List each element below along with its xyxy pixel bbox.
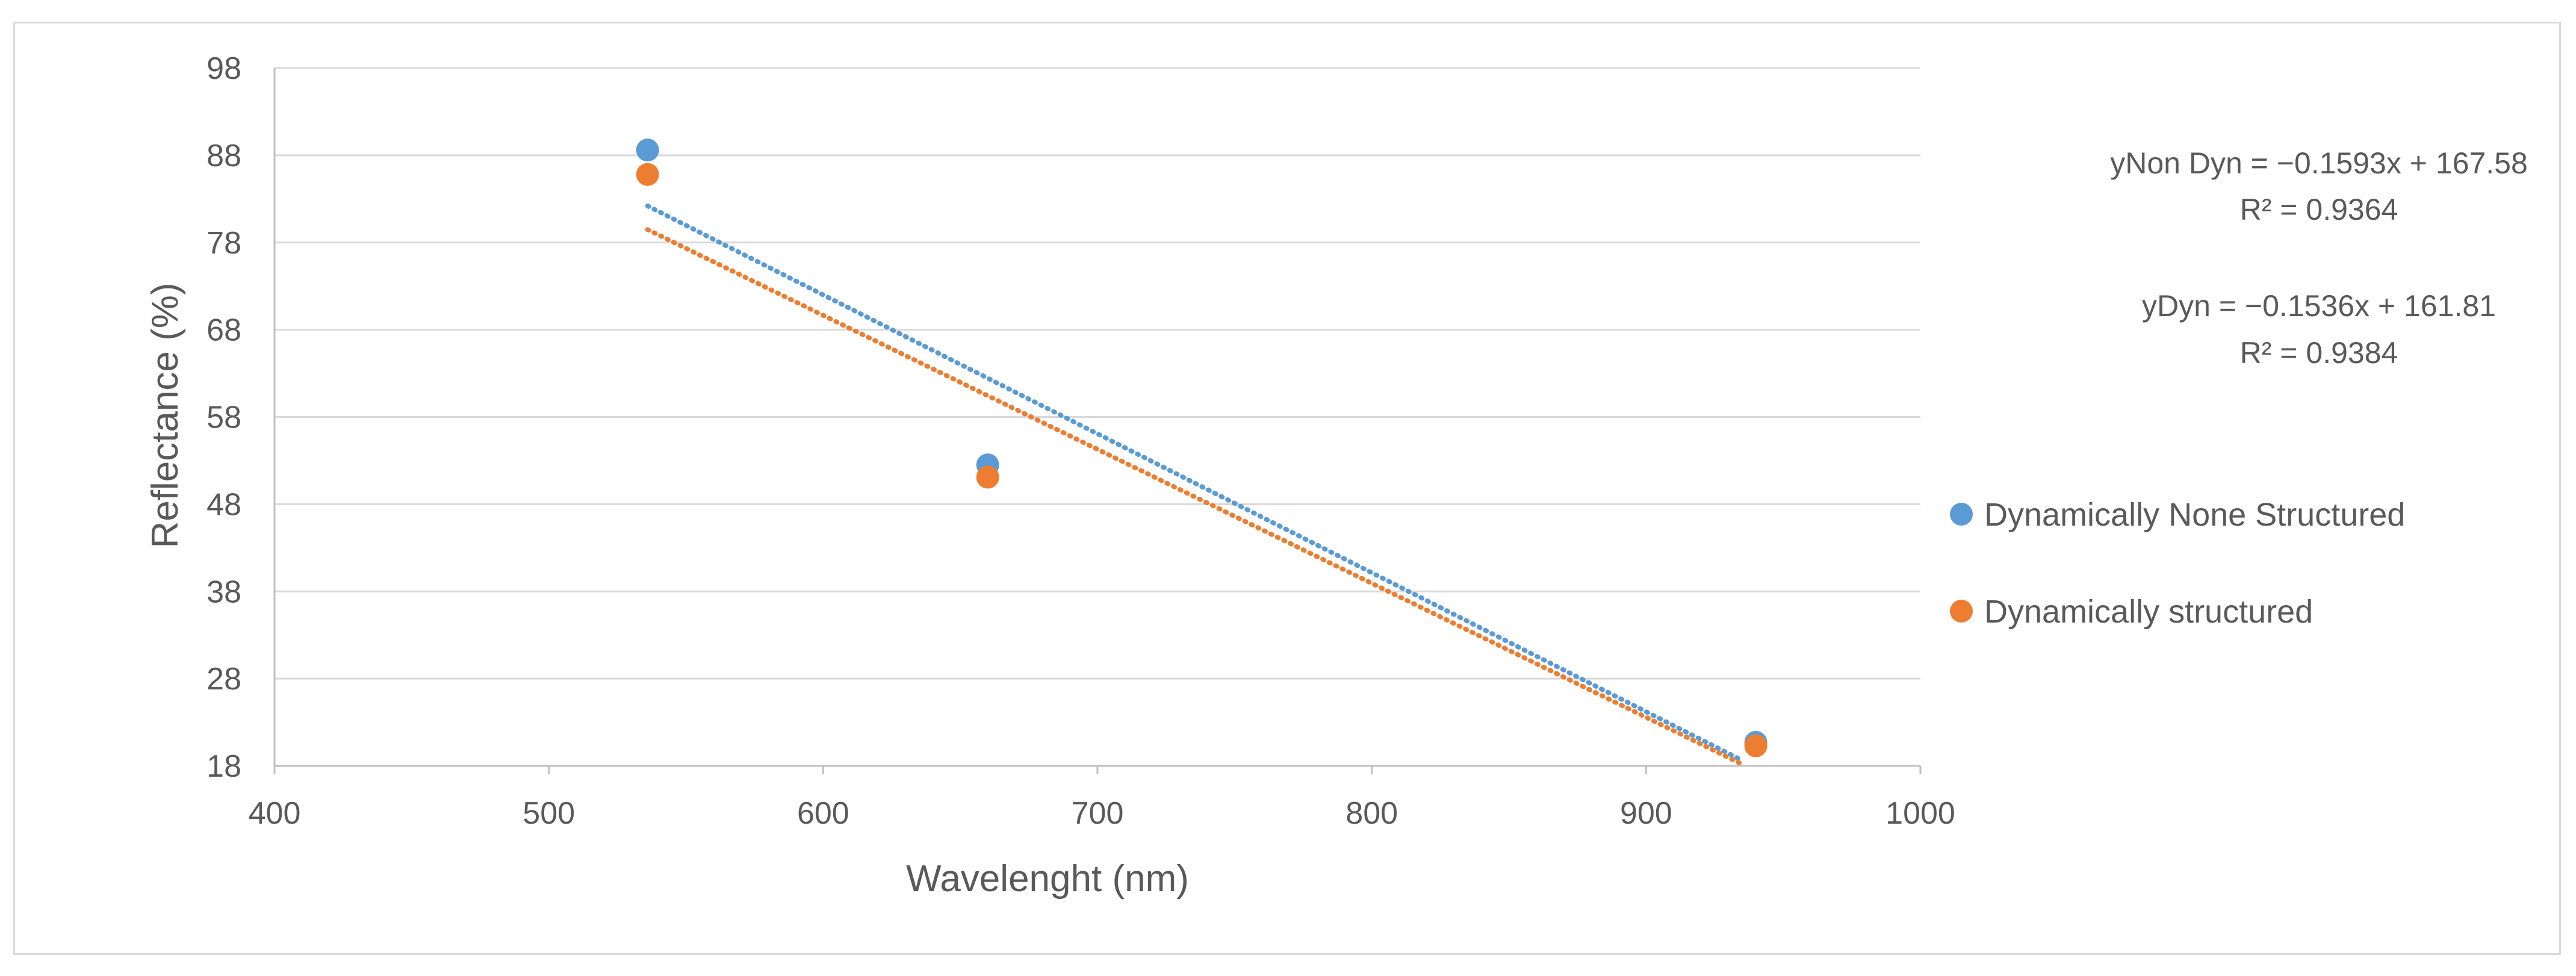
gridlines [275,67,1920,680]
r-squared-structured: R² = 0.9384 [2240,336,2398,370]
x-tick-label: 800 [1345,796,1398,831]
trendline-series-0 [645,203,1745,763]
legend-item-structured: Dynamically structured [1950,594,2313,630]
legend: Dynamically None Structured Dynamically … [1950,497,2405,630]
equation-none-structured: yNon Dyn = −0.1593x + 167.58 [2110,146,2528,180]
data-points [636,138,1768,757]
trendlines [645,203,1745,767]
y-tick-label: 68 [206,313,241,348]
legend-marker-none-structured [1950,503,1973,526]
axes [273,68,1922,774]
x-axis-title: Wavelenght (nm) [906,858,1189,900]
y-tick-label: 38 [206,574,241,609]
x-tick-label: 400 [249,796,301,831]
data-point-series-1 [1744,734,1768,757]
legend-marker-structured [1950,600,1973,623]
x-tick-label: 1000 [1885,796,1955,831]
chart-frame [13,22,2561,955]
legend-item-none-structured: Dynamically None Structured [1950,497,2405,533]
y-tick-label: 88 [206,138,241,173]
data-point-series-0 [636,138,659,162]
legend-label-structured: Dynamically structured [1984,594,2313,630]
trendline-equations: yNon Dyn = −0.1593x + 167.58 R² = 0.9364… [2110,146,2528,370]
equation-structured: yDyn = −0.1536x + 161.81 [2142,289,2496,323]
legend-label-none-structured: Dynamically None Structured [1984,497,2405,533]
r-squared-none-structured: R² = 0.9364 [2240,193,2398,226]
data-point-series-1 [636,163,659,186]
x-tick-label: 700 [1072,796,1124,831]
trendline-series-1 [645,227,1745,767]
y-tick-label: 78 [206,226,241,261]
data-point-series-1 [976,465,999,489]
y-axis-title: Reflectance (%) [144,282,186,548]
y-tick-label: 58 [206,400,241,435]
tick-labels: 18 28 38 48 58 68 78 88 98 400 500 600 700 800 900 1000 [206,51,1955,831]
x-tick-label: 900 [1620,796,1672,831]
y-tick-label: 18 [206,749,241,784]
y-tick-label: 28 [206,662,241,697]
x-tick-label: 500 [523,796,575,831]
x-tick-label: 600 [797,796,849,831]
y-tick-label: 48 [206,487,241,522]
y-tick-label: 98 [206,51,241,86]
